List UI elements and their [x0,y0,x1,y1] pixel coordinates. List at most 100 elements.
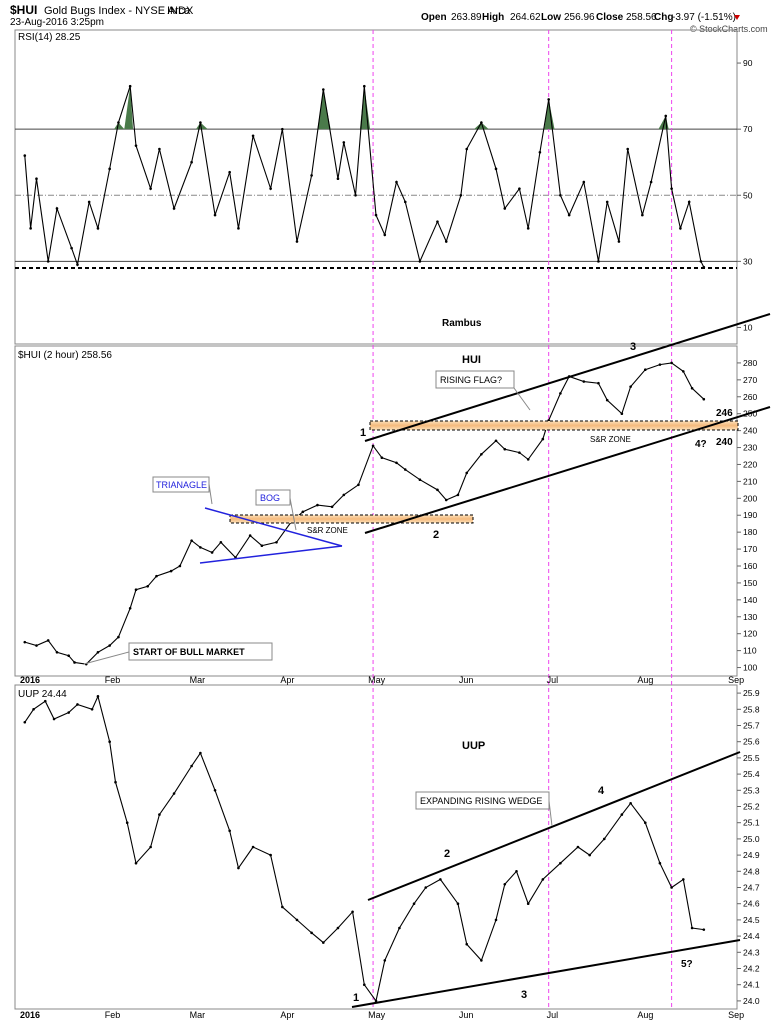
hui-channel-lower [364,406,771,534]
uup-pivot-2: 2 [444,848,450,860]
uup-data-point [465,942,469,946]
price-data-point [134,588,138,591]
bull-market-callout: START OF BULL MARKET [133,647,245,657]
price-data-point [526,458,530,461]
rsi-ytick-label: 50 [743,190,753,200]
uup-data-point [424,886,428,889]
month-label: Jul [547,1010,559,1020]
price-data-point [418,478,422,481]
price-data-point [55,651,59,654]
uup-ytick-label: 24.8 [743,866,760,876]
price-ytick-label: 110 [743,646,757,656]
price-data-point [260,544,264,547]
hui-pivot-2: 2 [433,529,439,541]
rsi-panel-label: RSI(14) 28.25 [18,32,81,43]
rsi-data-point [55,207,59,210]
month-label: Aug [637,1010,653,1020]
month-label: Aug [637,675,653,685]
rsi-data-point [295,240,299,243]
uup-data-point [134,861,138,865]
header-exchange: INDX [167,5,194,17]
rsi-ytick-label: 70 [743,124,753,134]
uup-data-point [362,983,366,986]
uup-data-point [576,845,580,849]
price-ytick-label: 280 [743,358,757,368]
price-ytick-label: 170 [743,544,757,554]
price-ytick-label: 180 [743,527,757,537]
rsi-data-point [526,227,530,230]
rsi-ytick-label: 30 [743,256,753,266]
price-data-point [629,385,632,388]
rsi-overbought-fill [196,122,208,130]
rsi-data-point [362,84,366,88]
price-data-point [117,635,120,639]
rsi-data-point [702,265,706,269]
uup-ytick-label: 24.9 [743,850,760,860]
wedge-callout-box [415,791,550,810]
price-data-point [541,437,545,441]
rsi-data-point [172,207,176,210]
uup-pivot-3: 3 [521,989,527,1001]
uup-data-point [158,813,161,816]
price-data-point [316,503,319,507]
open-label: Open [421,12,447,23]
rsi-data-point [679,227,682,230]
uup-data-point [67,711,70,714]
uup-data-point [52,717,56,721]
rsi-data-point [567,213,571,217]
price-ytick-label: 240 [743,426,757,436]
month-label: Jun [459,1010,474,1020]
hui-channel-upper [364,313,771,442]
rsi-data-point [664,114,668,118]
price-data-point [178,564,182,568]
uup-data-point [76,703,79,706]
rsi-data-point [190,160,193,164]
uup-panel-label: UUP 24.44 [18,689,67,700]
price-data-point [436,488,439,492]
uup-data-point [559,861,562,865]
uup-data-point [480,959,483,962]
rsi-data-point [459,193,463,197]
rsi-data-point [374,213,378,217]
month-label: Sep [728,1010,744,1020]
rsi-data-point [670,187,673,190]
rsi-overbought-fill [317,89,331,130]
low-label: Low [541,12,561,23]
uup-data-point [682,878,685,881]
price-data-point [301,510,305,514]
rsi-data-point [699,260,703,263]
price-data-point [465,471,469,475]
sr-zone-lower [229,514,474,524]
uup-ytick-label: 24.2 [743,964,760,974]
price-data-point [682,370,685,373]
hui-pivot-1: 1 [360,427,366,439]
price-data-point [199,546,202,549]
uup-ytick-label: 25.8 [743,704,760,714]
price-panel-frame [14,345,738,677]
rsi-data-point [134,144,138,147]
uup-data-point [494,918,498,922]
uup-data-point [620,813,624,816]
rsi-data-point [395,180,398,184]
price-ytick-label: 100 [743,663,757,673]
rsi-data-point [444,240,448,243]
open-value: 263.89 [451,12,482,23]
uup-data-point [281,905,284,909]
uup-data-point [310,931,313,935]
price-ytick-label: 150 [743,578,757,588]
uup-data-point [213,789,217,792]
price-data-point [108,644,111,647]
rising-flag-callout: RISING FLAG? [440,375,502,385]
month-label: Sep [728,675,744,685]
price-data-point [643,368,647,371]
uup-data-point [43,699,47,703]
month-label: May [368,675,386,685]
rsi-data-point [29,227,32,230]
uup-ytick-label: 25.5 [743,753,760,763]
watermark: © StockCharts.com [690,24,768,34]
price-ytick-label: 230 [743,443,757,453]
rsi-series-line [24,86,705,268]
month-label: Feb [105,1010,121,1020]
price-data-point [494,439,498,443]
rsi-data-point [117,121,120,124]
